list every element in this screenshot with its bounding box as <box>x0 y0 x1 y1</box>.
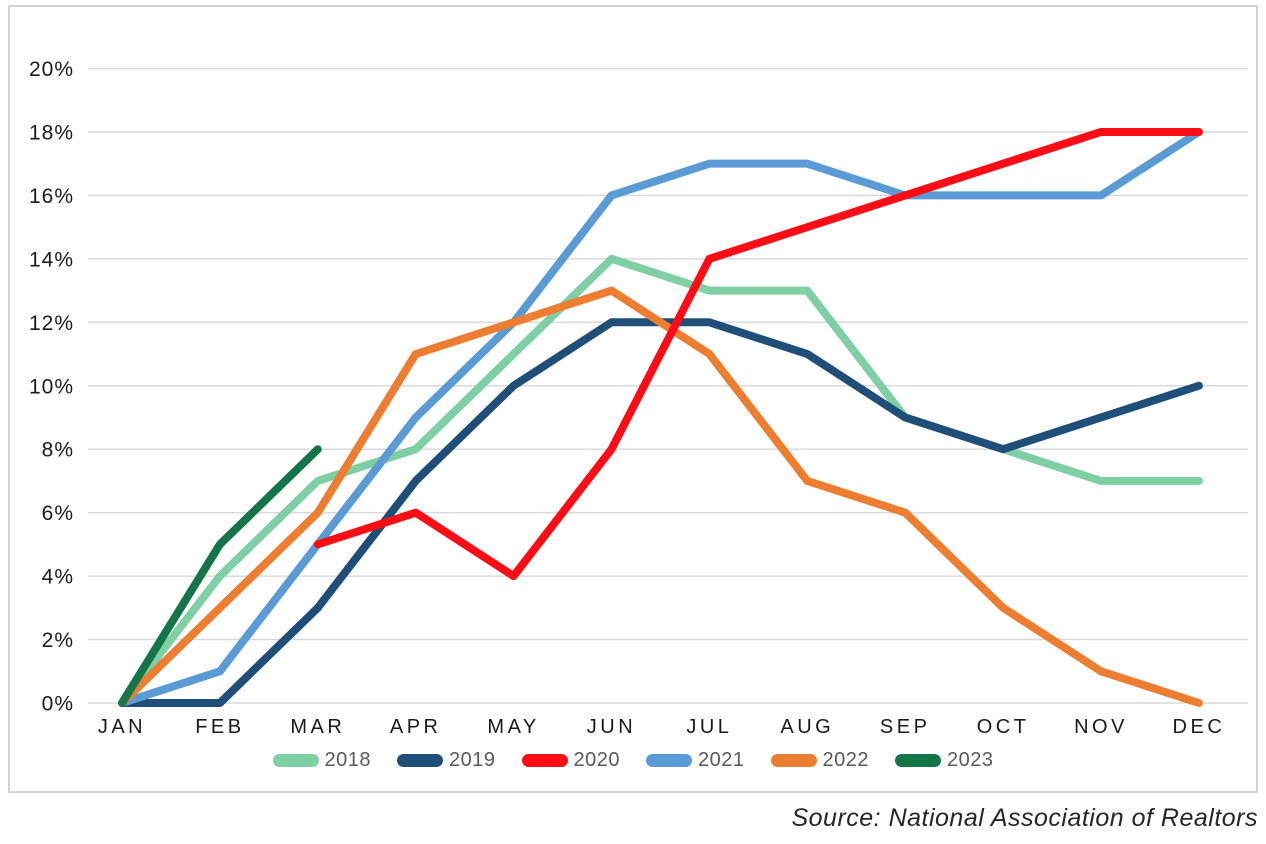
y-axis-tick-label: 14% <box>29 248 74 271</box>
legend-swatch-2022 <box>770 754 817 767</box>
y-axis-tick-label: 2% <box>42 629 74 652</box>
legend-label: 2022 <box>822 749 869 771</box>
x-axis-tick-label: JAN <box>98 716 146 738</box>
legend-item-2023: 2023 <box>895 749 994 772</box>
y-axis-tick-label: 20% <box>29 58 74 81</box>
x-axis-tick-label: NOV <box>1074 716 1128 738</box>
x-axis-tick-label: MAR <box>290 716 345 738</box>
legend-item-2020: 2020 <box>521 749 621 772</box>
legend-item-2018: 2018 <box>272 749 372 772</box>
x-axis-tick-label: APR <box>390 716 442 738</box>
series-line-2018 <box>118 254 1203 707</box>
series-line-2021 <box>118 127 1203 707</box>
y-axis-tick-label: 12% <box>29 312 74 335</box>
y-axis-tick-label: 4% <box>42 566 74 589</box>
x-axis-tick-label: MAY <box>487 716 539 738</box>
legend-swatch-2023 <box>895 754 941 767</box>
x-axis-tick-label: OCT <box>977 716 1030 738</box>
legend-item-2022: 2022 <box>770 749 870 772</box>
y-axis-tick-label: 8% <box>42 439 74 462</box>
series-line-2023 <box>118 445 322 707</box>
legend-item-2021: 2021 <box>646 749 745 772</box>
y-axis-tick-label: 18% <box>29 121 74 144</box>
y-axis-tick-label: 6% <box>42 502 74 525</box>
legend-label: 2018 <box>324 749 371 771</box>
legend-item-2019: 2019 <box>397 749 496 772</box>
legend-label: 2021 <box>698 749 745 771</box>
x-axis-tick-label: JUL <box>686 716 732 738</box>
legend-label: 2023 <box>947 749 994 771</box>
x-axis-tick-label: FEB <box>195 716 244 738</box>
series-line-2020 <box>313 127 1203 581</box>
y-axis-tick-label: 10% <box>29 375 74 398</box>
x-axis-tick-label: AUG <box>780 716 834 738</box>
legend-swatch-2018 <box>272 754 319 767</box>
source-caption: Source: National Association of Realtors <box>791 804 1258 832</box>
y-axis-tick-label: 16% <box>29 185 74 208</box>
y-axis-tick-label: 0% <box>42 693 74 716</box>
legend-label: 2020 <box>573 749 620 771</box>
legend-swatch-2020 <box>521 754 568 767</box>
x-axis-tick-label: DEC <box>1173 716 1226 738</box>
chart-legend: 2018 2019 2020 2021 2022 2023 <box>0 749 1266 772</box>
legend-swatch-2019 <box>397 754 443 767</box>
x-axis-tick-label: JUN <box>587 716 636 738</box>
legend-label: 2019 <box>449 749 496 771</box>
legend-swatch-2021 <box>646 754 692 767</box>
x-axis-tick-label: SEP <box>880 716 931 738</box>
series-line-2022 <box>118 286 1203 707</box>
